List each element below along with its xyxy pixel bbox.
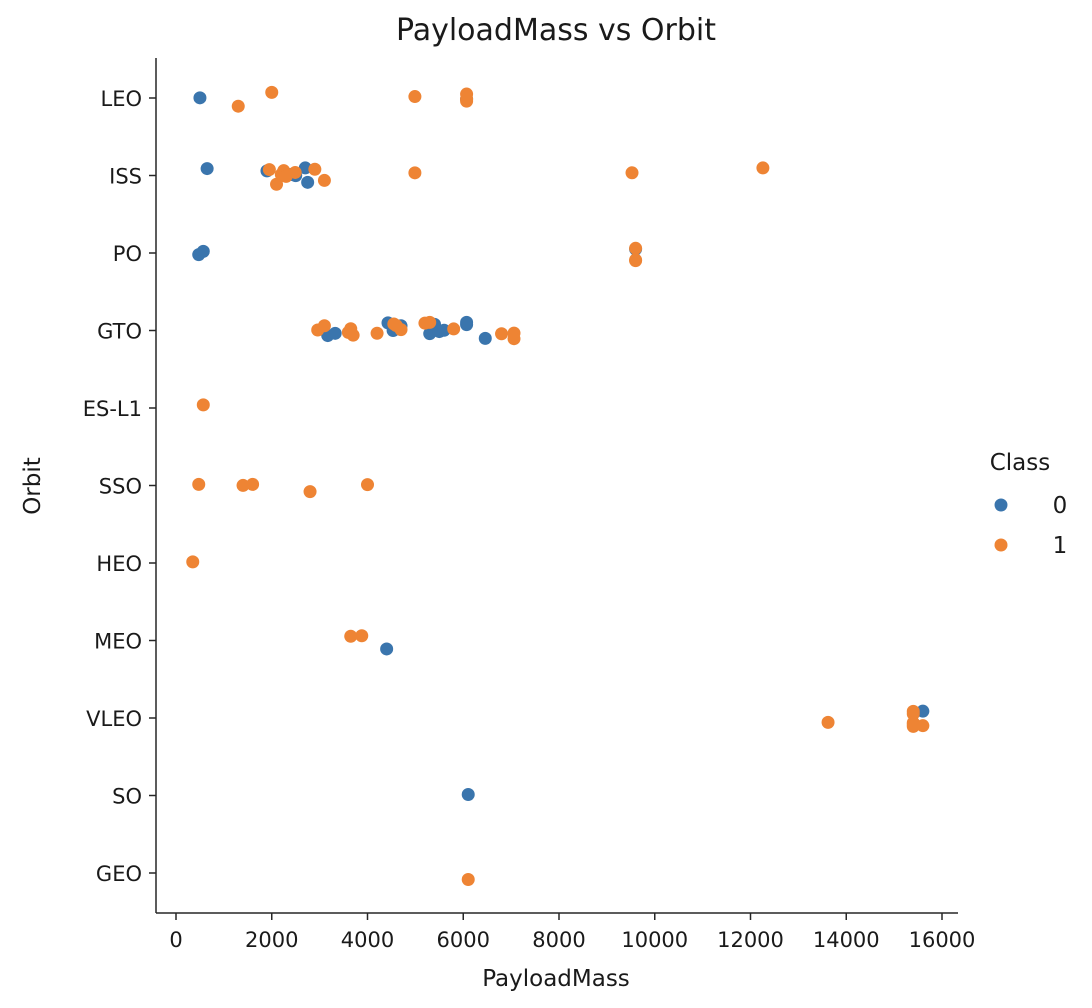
y-axis-label: Orbit [20,457,46,515]
data-point-class-1 [408,90,422,104]
legend-label-1: 1 [1053,533,1068,559]
y-tick-label: GEO [96,862,142,886]
x-tick-label: 0 [169,928,182,952]
data-point-class-1 [265,85,279,99]
data-point-class-0 [301,175,315,189]
x-tick-label: 16000 [909,928,976,952]
data-point-class-1 [629,253,643,267]
data-point-class-1 [231,99,245,113]
data-point-class-1 [916,719,930,733]
data-point-class-1 [270,177,284,191]
legend-marker-0 [994,498,1008,512]
y-tick-label: SSO [99,475,142,499]
legend-entries: 01 [994,493,1068,559]
data-point-class-0 [461,787,475,801]
x-tick-label: 4000 [341,928,394,952]
legend-label-0: 0 [1053,493,1068,519]
x-axis-label: PayloadMass [482,966,630,992]
data-point-class-1 [394,323,408,337]
y-tick-label: PO [113,242,142,266]
data-point-class-1 [186,555,200,569]
data-point-class-1 [246,477,260,491]
legend-title: Class [990,450,1051,476]
data-point-class-0 [298,161,312,175]
data-point-class-0 [437,323,451,337]
data-point-class-1 [507,332,521,346]
data-point-class-1 [344,629,358,643]
y-tick-label: LEO [101,87,143,111]
data-point-class-1 [629,241,643,255]
data-point-class-0 [328,326,342,340]
data-point-class-1 [196,398,210,412]
data-point-class-1 [423,315,437,329]
x-tick-label: 14000 [813,928,880,952]
data-point-class-0 [478,331,492,345]
data-point-class-1 [192,477,206,491]
data-point-class-0 [196,244,210,258]
data-point-class-1 [461,872,475,886]
y-tick-label: VLEO [86,707,142,731]
y-tick-label: MEO [94,630,142,654]
data-point-class-0 [200,162,214,176]
data-points [186,85,930,886]
data-point-class-1 [236,478,250,492]
data-point-class-0 [460,315,474,329]
data-point-class-1 [317,319,331,333]
data-point-class-1 [355,629,369,643]
data-point-class-0 [193,91,207,105]
data-point-class-1 [447,322,461,336]
data-point-class-1 [821,715,835,729]
legend-marker-1 [994,538,1008,552]
legend: Class 01 [990,450,1068,559]
x-tick-label: 8000 [532,928,585,952]
data-point-class-1 [262,163,276,177]
data-point-class-1 [408,166,422,180]
data-point-class-1 [370,326,384,340]
y-ticks: LEO ISS PO GTO ES-L1 SSO HEO MEO VLEO SO GEO [83,87,156,886]
x-tick-label: 2000 [245,928,298,952]
x-ticks: 0 2000 4000 6000 8000 10000 12000 14000 16000 [169,913,975,952]
data-point-class-1 [303,485,317,499]
data-point-class-1 [906,707,920,721]
plot-area: 0 2000 4000 6000 8000 10000 12000 14000 16000 LE… [83,58,975,952]
data-point-class-1 [308,162,322,176]
x-tick-label: 6000 [437,928,490,952]
x-tick-label: 10000 [621,928,688,952]
y-tick-label: ES-L1 [83,397,142,421]
data-point-class-1 [317,173,331,187]
data-point-class-1 [756,161,770,175]
y-tick-label: SO [112,785,142,809]
data-point-class-1 [906,719,920,733]
data-point-class-1 [460,87,474,101]
data-point-class-1 [346,328,360,342]
chart-title: PayloadMass vs Orbit [396,13,716,48]
data-point-class-1 [625,166,639,180]
y-tick-label: ISS [109,165,142,189]
x-tick-label: 12000 [717,928,784,952]
y-tick-label: GTO [97,320,142,344]
data-point-class-1 [288,165,302,179]
data-point-class-0 [380,642,394,656]
data-point-class-1 [495,327,509,341]
y-tick-label: HEO [96,552,142,576]
data-point-class-1 [361,478,374,492]
